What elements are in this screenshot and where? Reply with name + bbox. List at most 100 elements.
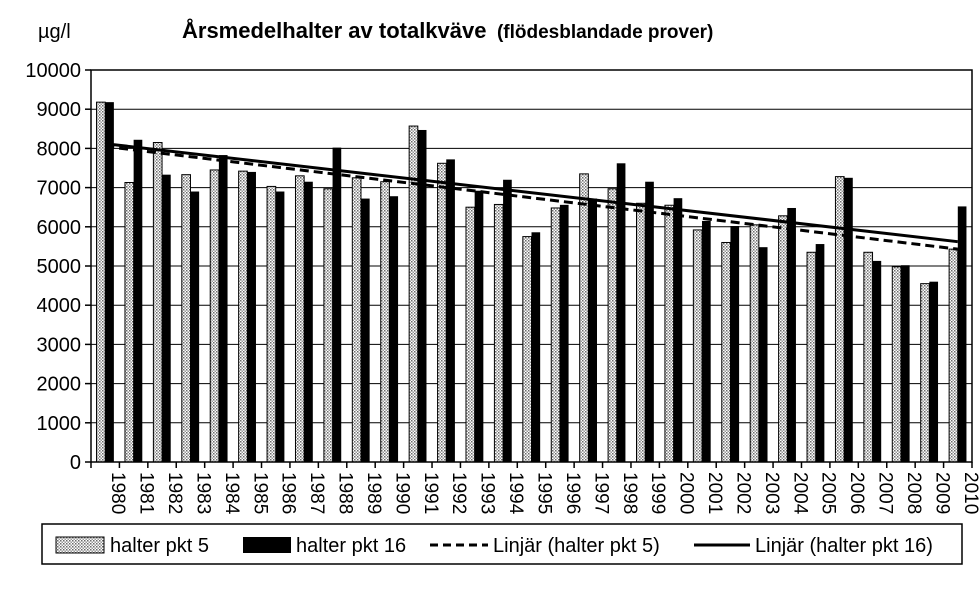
bar-halter-pkt-16: [247, 171, 256, 463]
bar-halter-pkt-16: [133, 139, 143, 462]
x-tick-label: 1996: [562, 472, 583, 514]
x-tick-label: 1986: [278, 472, 299, 514]
bar-halter-pkt-16: [304, 181, 313, 462]
bar-halter-pkt-16: [900, 265, 910, 462]
x-tick-label: 1999: [647, 472, 668, 514]
y-tick-label: 1000: [37, 413, 82, 435]
bar-halter-pkt-16: [616, 163, 626, 462]
bar-halter-pkt-5: [96, 101, 106, 463]
bar-halter-pkt-16: [190, 191, 200, 462]
y-tick-label: 6000: [37, 217, 82, 239]
bar-halter-pkt-5: [323, 188, 334, 463]
bar-halter-pkt-16: [559, 204, 569, 462]
y-tick-label: 9000: [37, 99, 82, 121]
bar-halter-pkt-5: [778, 215, 788, 463]
bar-halter-pkt-5: [636, 202, 646, 463]
y-axis-unit: µg/l: [38, 21, 71, 43]
bar-halter-pkt-16: [275, 191, 285, 462]
bar-halter-pkt-5: [351, 177, 362, 463]
bar-halter-pkt-16: [474, 190, 484, 462]
chart-subtitle: (flödesblandade prover): [497, 22, 713, 43]
bar-halter-pkt-5: [863, 251, 874, 463]
x-tick-label: 1997: [590, 472, 611, 514]
x-tick-label: 1990: [391, 472, 412, 514]
bar-halter-pkt-16: [957, 206, 967, 462]
x-tick-label: 2003: [761, 472, 782, 514]
bar-halter-pkt-16: [730, 226, 740, 462]
bar-halter-pkt-16: [673, 198, 683, 462]
y-tick-label: 4000: [37, 295, 82, 317]
bar-halter-pkt-16: [758, 247, 768, 462]
legend-label-pkt16: halter pkt 16: [296, 535, 406, 557]
bar-halter-pkt-16: [531, 232, 541, 462]
bar-halter-pkt-5: [664, 204, 675, 463]
y-tick-label: 8000: [37, 138, 82, 160]
y-tick-label: 5000: [37, 256, 82, 278]
legend-swatch-pkt5: [55, 536, 105, 554]
bar-halter-pkt-16: [815, 244, 825, 462]
x-tick-label: 1994: [505, 472, 526, 515]
bar-halter-pkt-5: [607, 188, 618, 463]
bar-halter-pkt-16: [105, 102, 114, 463]
trendline-linjar-pkt-16: [105, 142, 958, 244]
legend: halter pkt 5 halter pkt 16 Linjär (halte…: [41, 523, 963, 565]
bar-halter-pkt-5: [152, 142, 163, 463]
bar-halter-pkt-16: [389, 196, 399, 462]
bar-halter-pkt-16: [218, 155, 228, 462]
bar-halter-pkt-16: [929, 281, 939, 462]
x-tick-label: 1988: [335, 472, 356, 514]
bar-halter-pkt-5: [493, 203, 504, 463]
bar-halter-pkt-5: [579, 173, 589, 463]
bar-halter-pkt-5: [721, 241, 731, 463]
x-tick-label: 2005: [818, 472, 839, 514]
bar-halter-pkt-16: [503, 179, 512, 462]
y-tick-label: 3000: [37, 334, 82, 356]
bar-halter-pkt-5: [266, 185, 277, 463]
bar-halter-pkt-5: [749, 224, 760, 463]
bar-halter-pkt-16: [417, 129, 427, 462]
y-tick-label: 0: [70, 452, 81, 474]
bars: [96, 101, 967, 463]
bar-halter-pkt-5: [238, 170, 248, 463]
x-tick-label: 1995: [534, 472, 555, 514]
legend-box: [41, 523, 963, 565]
bar-halter-pkt-5: [181, 174, 191, 463]
bar-halter-pkt-5: [209, 169, 220, 463]
x-tick-label: 1998: [619, 472, 640, 514]
legend-swatch-pkt16: [243, 537, 291, 553]
x-tick-label: 1989: [363, 472, 384, 514]
x-tick-label: 1987: [306, 472, 327, 514]
x-tick-label: 2009: [931, 472, 952, 514]
legend-label-pkt5: halter pkt 5: [110, 535, 209, 557]
x-tick-label: 1982: [164, 472, 185, 514]
bar-halter-pkt-5: [948, 248, 959, 463]
bar-halter-pkt-5: [692, 229, 703, 463]
bar-halter-pkt-5: [920, 283, 930, 463]
bar-halter-pkt-16: [787, 207, 796, 462]
x-axis: 1980 1981 1982 1983 1984 1985 1986 1987 1988 1989…: [90, 462, 980, 515]
bar-halter-pkt-5: [550, 207, 561, 463]
bar-halter-pkt-5: [380, 181, 390, 463]
trendline-linjar-pkt-5: [105, 144, 958, 251]
bar-halter-pkt-16: [446, 159, 455, 462]
bar-halter-pkt-16: [645, 181, 654, 462]
x-tick-label: 2008: [903, 472, 924, 514]
bar-halter-pkt-16: [162, 174, 171, 462]
x-tick-label: 1981: [136, 472, 157, 514]
bar-halter-pkt-16: [702, 220, 711, 462]
bar-halter-pkt-5: [806, 251, 817, 463]
trendlines: [105, 142, 958, 251]
legend-label-linjar-pkt16: Linjär (halter pkt 16): [755, 535, 933, 557]
bar-halter-pkt-5: [437, 162, 447, 463]
bar-halter-pkt-16: [360, 198, 370, 463]
x-tick-label: 1993: [477, 472, 498, 514]
x-tick-label: 1991: [420, 472, 441, 514]
x-tick-label: 2001: [704, 472, 725, 514]
x-tick-label: 2006: [846, 472, 867, 514]
y-axis: 0 1000 2000 3000 4000 5000 6000 7000 8000 9000 100…: [25, 60, 91, 474]
y-tick-label: 10000: [25, 60, 81, 82]
bar-halter-pkt-16: [872, 260, 882, 462]
y-tick-label: 2000: [37, 374, 82, 396]
x-tick-label: 2004: [789, 472, 810, 515]
